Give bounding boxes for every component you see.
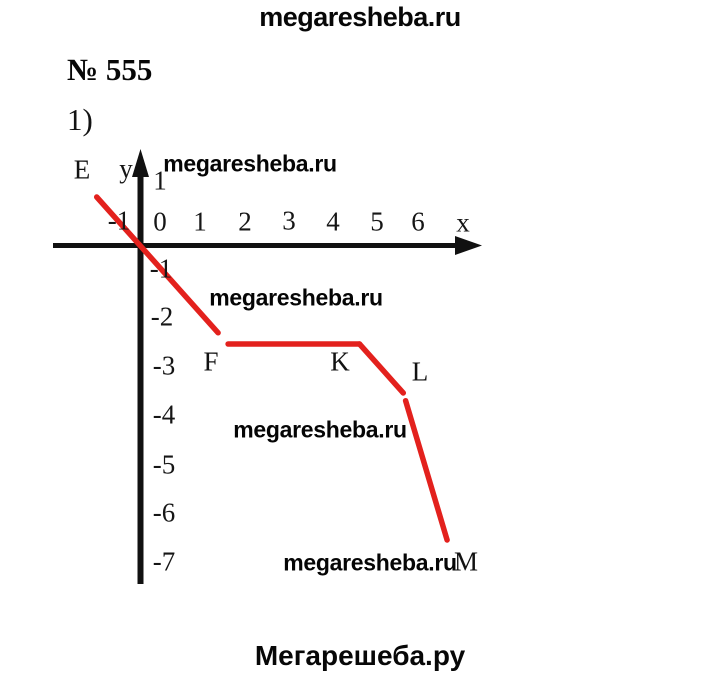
polyline-segment-KL	[356, 341, 407, 396]
x-tick-label--1: -1	[107, 205, 131, 236]
point-label-L: L	[411, 356, 429, 387]
y-axis-arrow-icon	[132, 149, 149, 177]
x-tick-label-1: 1	[193, 206, 207, 237]
inline-watermark-4: megaresheba.ru	[283, 549, 457, 576]
x-tick-label-4: 4	[326, 206, 340, 237]
inline-watermark-1: megaresheba.ru	[163, 150, 337, 177]
point-label-E: E	[73, 154, 91, 185]
axes	[53, 149, 482, 584]
x-tick-label-5: 5	[370, 206, 384, 237]
polyline-segment-EF	[93, 194, 221, 336]
y-tick-label--4: -4	[152, 399, 176, 430]
y-tick-label--2: -2	[150, 301, 174, 332]
inline-watermark-2: megaresheba.ru	[209, 284, 383, 311]
y-axis-label: y	[119, 153, 133, 184]
y-tick-label-1: 1	[153, 165, 167, 196]
inline-watermark-3: megaresheba.ru	[233, 416, 407, 443]
problem-number: № 555	[67, 52, 153, 87]
x-tick-label-6: 6	[411, 206, 425, 237]
y-tick-label--1: -1	[149, 253, 173, 284]
x-tick-label-2: 2	[238, 206, 252, 237]
y-tick-label--7: -7	[152, 546, 176, 577]
point-label-K: K	[330, 346, 350, 377]
site-watermark-top: megaresheba.ru	[259, 2, 461, 32]
y-tick-label--3: -3	[152, 350, 176, 381]
site-watermark-bottom: Мегарешеба.ру	[254, 640, 466, 671]
x-tick-label-0: 0	[153, 206, 167, 237]
x-tick-label-3: 3	[282, 205, 296, 236]
polyline-series	[93, 194, 450, 543]
y-tick-label--5: -5	[152, 449, 176, 480]
part-label: 1)	[67, 102, 93, 137]
x-axis-label: x	[456, 207, 470, 238]
point-label-M: M	[453, 546, 479, 577]
x-axis-arrow-icon	[455, 236, 482, 255]
point-label-F: F	[203, 346, 219, 377]
y-tick-label--6: -6	[152, 497, 176, 528]
polyline-segment-LM	[402, 397, 450, 543]
